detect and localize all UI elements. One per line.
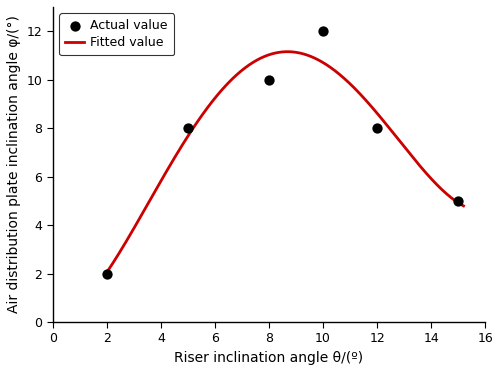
Legend: Actual value, Fitted value: Actual value, Fitted value <box>59 13 174 55</box>
Fitted value <box>317 58 323 63</box>
Fitted value <box>274 51 280 55</box>
Fitted value <box>460 204 466 208</box>
Actual value <box>184 125 192 131</box>
Actual value <box>265 77 273 83</box>
Actual value <box>103 270 111 276</box>
X-axis label: Riser inclination angle θ/(º): Riser inclination angle θ/(º) <box>174 351 364 365</box>
Actual value <box>454 198 462 204</box>
Line: Fitted value: Fitted value <box>107 52 464 272</box>
Fitted value <box>298 51 304 55</box>
Actual value <box>319 28 327 34</box>
Fitted value <box>397 139 403 144</box>
Fitted value <box>104 270 110 275</box>
Fitted value <box>276 50 281 55</box>
Actual value <box>373 125 381 131</box>
Fitted value <box>284 49 290 54</box>
Y-axis label: Air distribution plate inclination angle φ/(°): Air distribution plate inclination angle… <box>7 16 21 314</box>
Fitted value <box>452 199 458 203</box>
